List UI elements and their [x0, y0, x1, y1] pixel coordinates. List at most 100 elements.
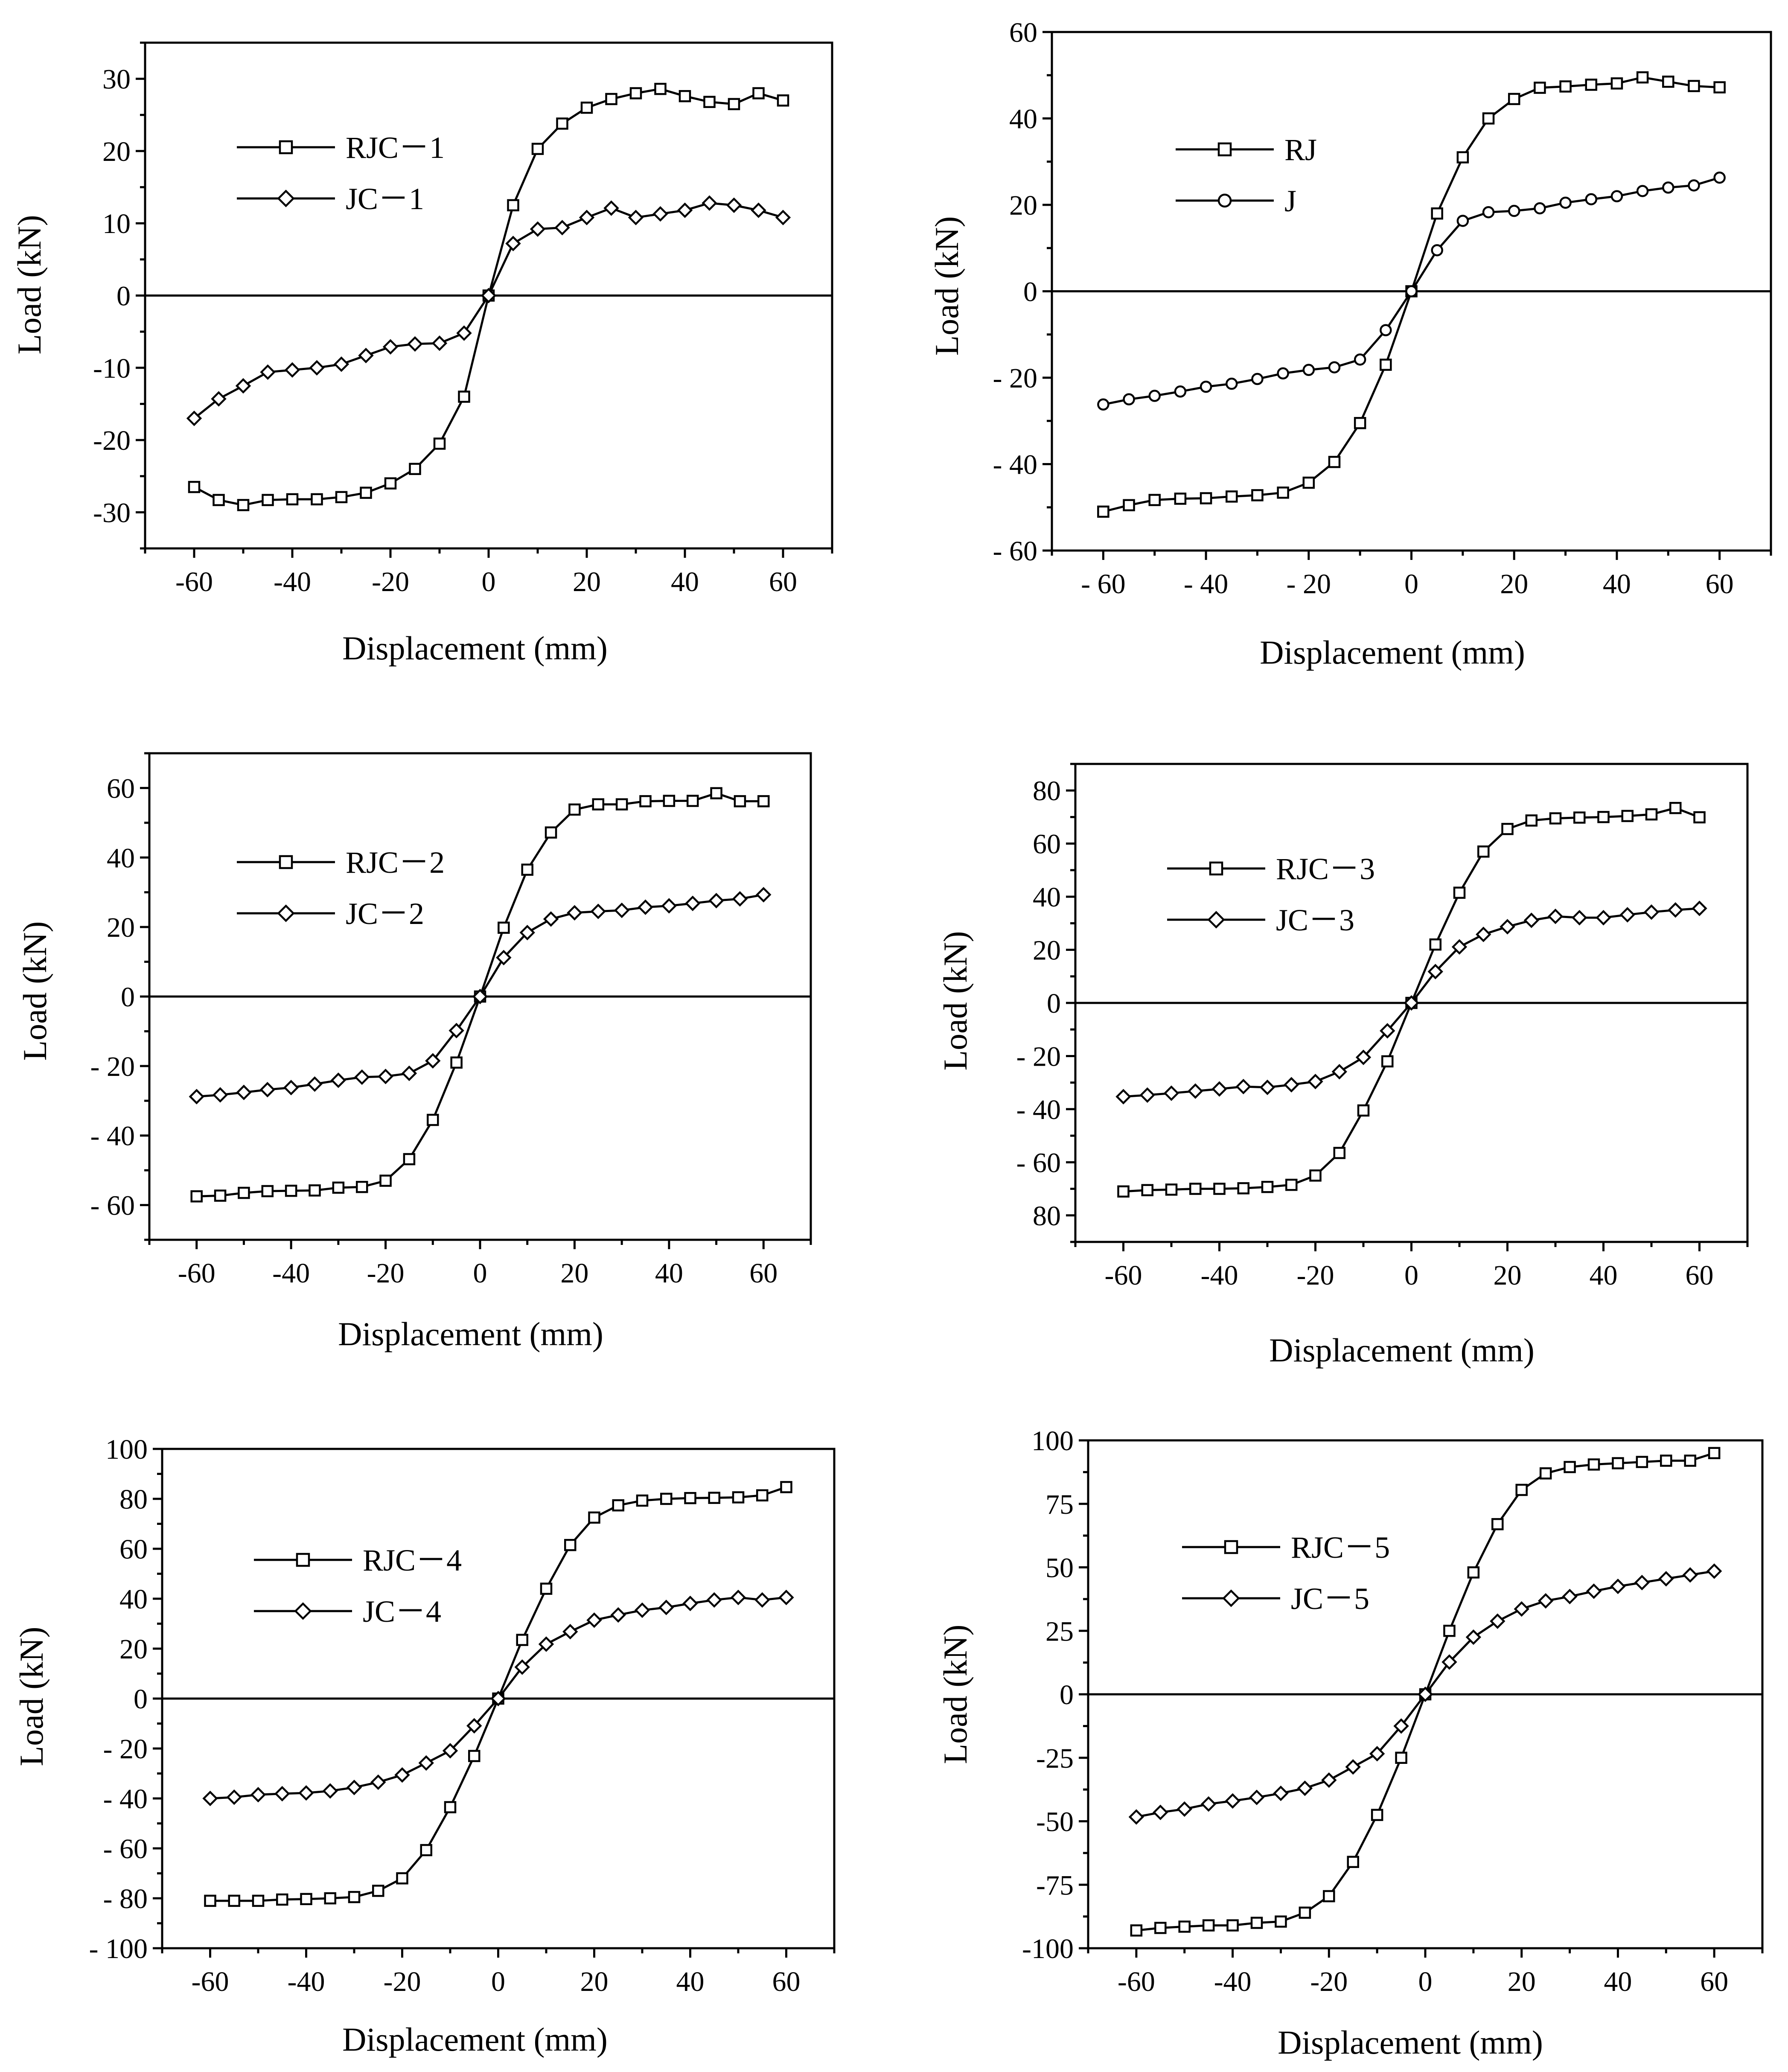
data-point-diamond	[756, 887, 772, 903]
data-point-square	[684, 1492, 696, 1504]
data-point-diamond	[250, 1787, 266, 1803]
y-tick-label: 75	[1045, 1489, 1074, 1520]
y-tick-label: - 100	[89, 1933, 148, 1964]
data-point-circle	[1200, 381, 1212, 393]
data-point-square	[1467, 1566, 1480, 1579]
data-point-diamond	[685, 895, 701, 911]
x-tick-label: -20	[1310, 1966, 1348, 1997]
y-tick-label: 60	[119, 1534, 148, 1565]
data-point-diamond	[638, 899, 653, 915]
data-point-circle	[1585, 193, 1597, 206]
data-point-square	[1285, 1178, 1298, 1191]
data-point-square	[679, 90, 691, 102]
data-point-circle	[1226, 377, 1238, 390]
data-point-square	[1347, 1856, 1359, 1868]
y-tick-label: 60	[1009, 17, 1037, 48]
data-point-square	[1328, 456, 1341, 468]
y-tick-label: 50	[1045, 1553, 1074, 1584]
data-point-diamond	[1404, 995, 1419, 1011]
x-tick-label: 40	[1603, 568, 1631, 600]
data-point-square	[228, 1894, 240, 1907]
data-point-diamond	[298, 1785, 314, 1801]
y-tick-label: - 40	[993, 449, 1037, 481]
x-tick-label: 40	[655, 1258, 683, 1289]
legend-marker-square	[279, 855, 293, 869]
y-axis-label: Load (kN)	[937, 931, 974, 1070]
y-tick-label: 20	[102, 136, 131, 167]
data-point-diamond	[394, 1767, 410, 1783]
data-point-diamond	[1476, 927, 1491, 942]
y-tick-label: 0	[1023, 277, 1037, 308]
legend-marker-diamond	[294, 1602, 312, 1620]
data-point-diamond	[634, 1602, 650, 1618]
data-point-square	[372, 1885, 384, 1897]
data-point-square	[1117, 1185, 1130, 1198]
x-axis-label: Displacement (mm)	[342, 2021, 608, 2058]
data-point-diamond	[1297, 1780, 1313, 1796]
y-tick-label: - 40	[103, 1783, 148, 1815]
data-point-square	[285, 1184, 297, 1197]
data-point-diamond	[1273, 1785, 1289, 1801]
data-point-square	[639, 795, 652, 807]
y-tick-label: -20	[93, 425, 131, 456]
y-tick-label: -50	[1036, 1807, 1074, 1838]
y-tick-label: 60	[107, 773, 135, 804]
y-tick-label: -100	[1022, 1933, 1074, 1964]
data-point-diamond	[1465, 1629, 1482, 1645]
y-tick-label: -30	[93, 497, 131, 528]
data-point-square	[663, 795, 676, 807]
legend-label: JC－3	[1276, 903, 1354, 937]
data-point-diamond	[1451, 939, 1468, 955]
data-point-square	[1097, 505, 1109, 518]
data-point-square	[1302, 476, 1315, 489]
chart-panel-6: Displacement (mm) Load (kN) -100 -75 -50 -2…	[937, 1425, 1764, 2061]
x-tick-label: -60	[192, 1966, 229, 1997]
x-tick-label: - 60	[1081, 568, 1125, 600]
y-tick-label: - 20	[993, 363, 1037, 394]
x-tick-label: 60	[1686, 1260, 1714, 1291]
data-point-square	[188, 481, 201, 493]
data-point-square	[332, 1181, 345, 1194]
data-point-diamond	[274, 1786, 290, 1802]
y-tick-label: 80	[1033, 775, 1061, 807]
data-point-square	[1508, 93, 1520, 105]
data-point-square	[1477, 845, 1490, 858]
data-point-circle	[1097, 398, 1109, 411]
data-point-square	[1275, 1915, 1287, 1928]
data-point-square	[1200, 492, 1212, 504]
data-point-square	[660, 1492, 673, 1505]
data-point-circle	[1174, 385, 1187, 398]
data-point-diamond	[284, 362, 300, 378]
x-tick-label: -40	[272, 1258, 310, 1289]
data-point-diamond	[554, 220, 570, 236]
data-point-square	[355, 1180, 368, 1193]
data-point-diamond	[425, 1053, 441, 1069]
data-point-diamond	[1500, 919, 1515, 935]
data-point-diamond	[212, 1087, 228, 1103]
data-point-square	[403, 1153, 416, 1166]
data-point-diamond	[442, 1743, 458, 1759]
data-point-square	[1559, 80, 1572, 93]
data-point-square	[1189, 1183, 1202, 1195]
data-point-square	[756, 1489, 769, 1502]
data-point-square	[1309, 1169, 1322, 1182]
data-point-square	[1277, 487, 1289, 499]
data-point-square	[1662, 76, 1674, 88]
data-point-square	[516, 1634, 528, 1646]
data-point-square	[710, 787, 722, 799]
y-tick-label: 100	[105, 1434, 148, 1465]
data-point-square	[1669, 802, 1682, 814]
x-tick-label: 60	[772, 1966, 801, 1997]
data-point-square	[588, 1511, 600, 1524]
y-tick-label: 40	[119, 1584, 148, 1615]
data-point-diamond	[590, 903, 606, 919]
data-point-diamond	[1284, 1077, 1299, 1093]
data-point-diamond	[1369, 1746, 1385, 1762]
x-tick-label: -40	[1214, 1966, 1252, 1997]
y-axis-label: Load (kN)	[937, 1624, 974, 1764]
data-point-square	[1213, 1183, 1226, 1195]
y-tick-label: -25	[1036, 1743, 1074, 1774]
data-point-square	[1431, 207, 1443, 220]
data-point-diamond	[775, 210, 791, 225]
